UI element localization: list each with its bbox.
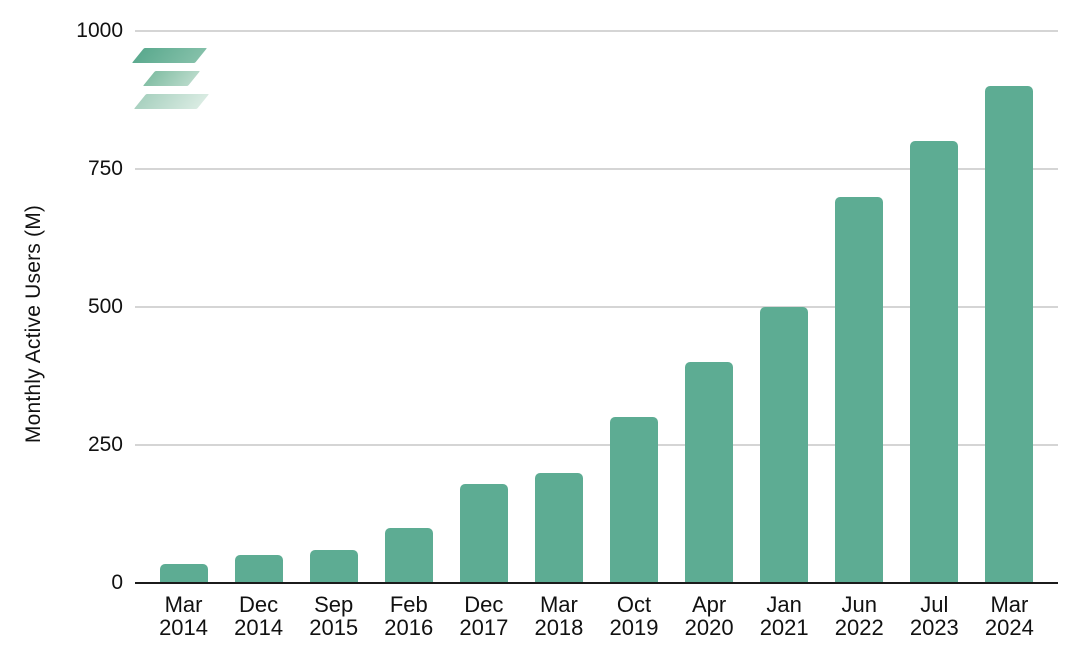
bar-dec-2017 [459, 483, 508, 583]
bar-band [822, 31, 897, 583]
x-tick-label-oct-2019: Oct 2019 [609, 592, 659, 640]
logo-layer-1 [131, 48, 208, 63]
bar-band [897, 31, 972, 583]
x-tick-label-jun-2022: Jun 2022 [834, 592, 884, 640]
bar-feb-2016 [384, 527, 433, 583]
bar-band [596, 31, 671, 583]
bar-apr-2020 [685, 362, 734, 583]
x-tick-label-mar-2014: Mar 2014 [159, 592, 209, 640]
bar-band [146, 31, 221, 583]
y-tick-label-750: 750 [87, 157, 123, 180]
logo-layer-3 [133, 94, 210, 109]
gridline-250 [135, 444, 1058, 446]
x-tick-label-apr-2020: Apr 2020 [684, 592, 734, 640]
bar-band [672, 31, 747, 583]
bar-band [521, 31, 596, 583]
x-tick-label-feb-2016: Feb 2016 [384, 592, 434, 640]
y-tick-label-0: 0 [111, 571, 123, 594]
bar-band [446, 31, 521, 583]
bar-band [371, 31, 446, 583]
x-tick-label-dec-2014: Dec 2014 [234, 592, 284, 640]
bar-band [296, 31, 371, 583]
x-tick-label-jul-2023: Jul 2023 [909, 592, 959, 640]
y-axis-title: Monthly Active Users (M) [22, 204, 45, 444]
x-axis-tick-labels: Mar 2014 Dec 2014 Sep 2015 Feb 2016 Dec 2017 Mar 20… [135, 593, 1058, 639]
bar-mar-2018 [534, 472, 583, 583]
x-tick-label-mar-2018: Mar 2018 [534, 592, 584, 640]
bar-jun-2022 [835, 196, 884, 583]
bar-sep-2015 [309, 549, 358, 583]
bar-band [972, 31, 1047, 583]
x-tick-label-dec-2017: Dec 2017 [459, 592, 509, 640]
gridline-1000 [135, 30, 1058, 32]
bar-mar-2014 [159, 563, 208, 583]
x-tick-label-jan-2021: Jan 2021 [759, 592, 809, 640]
bars-row [146, 31, 1047, 583]
plot-area [135, 30, 1058, 584]
bar-mar-2024 [985, 86, 1034, 583]
bar-oct-2019 [610, 417, 658, 583]
y-tick-label-1000: 1000 [76, 19, 123, 42]
bar-band [747, 31, 822, 583]
x-tick-label-sep-2015: Sep 2015 [309, 592, 359, 640]
y-tick-label-500: 500 [87, 295, 123, 318]
y-tick-label-250: 250 [87, 433, 123, 456]
x-tick-label-mar-2024: Mar 2024 [984, 592, 1034, 640]
bar-band [221, 31, 296, 583]
gridline-750 [135, 168, 1058, 170]
bar-jul-2023 [910, 141, 959, 583]
gridline-500 [135, 306, 1058, 308]
bar-jan-2021 [760, 307, 809, 583]
x-axis-line [135, 582, 1058, 584]
bar-dec-2014 [234, 555, 283, 583]
